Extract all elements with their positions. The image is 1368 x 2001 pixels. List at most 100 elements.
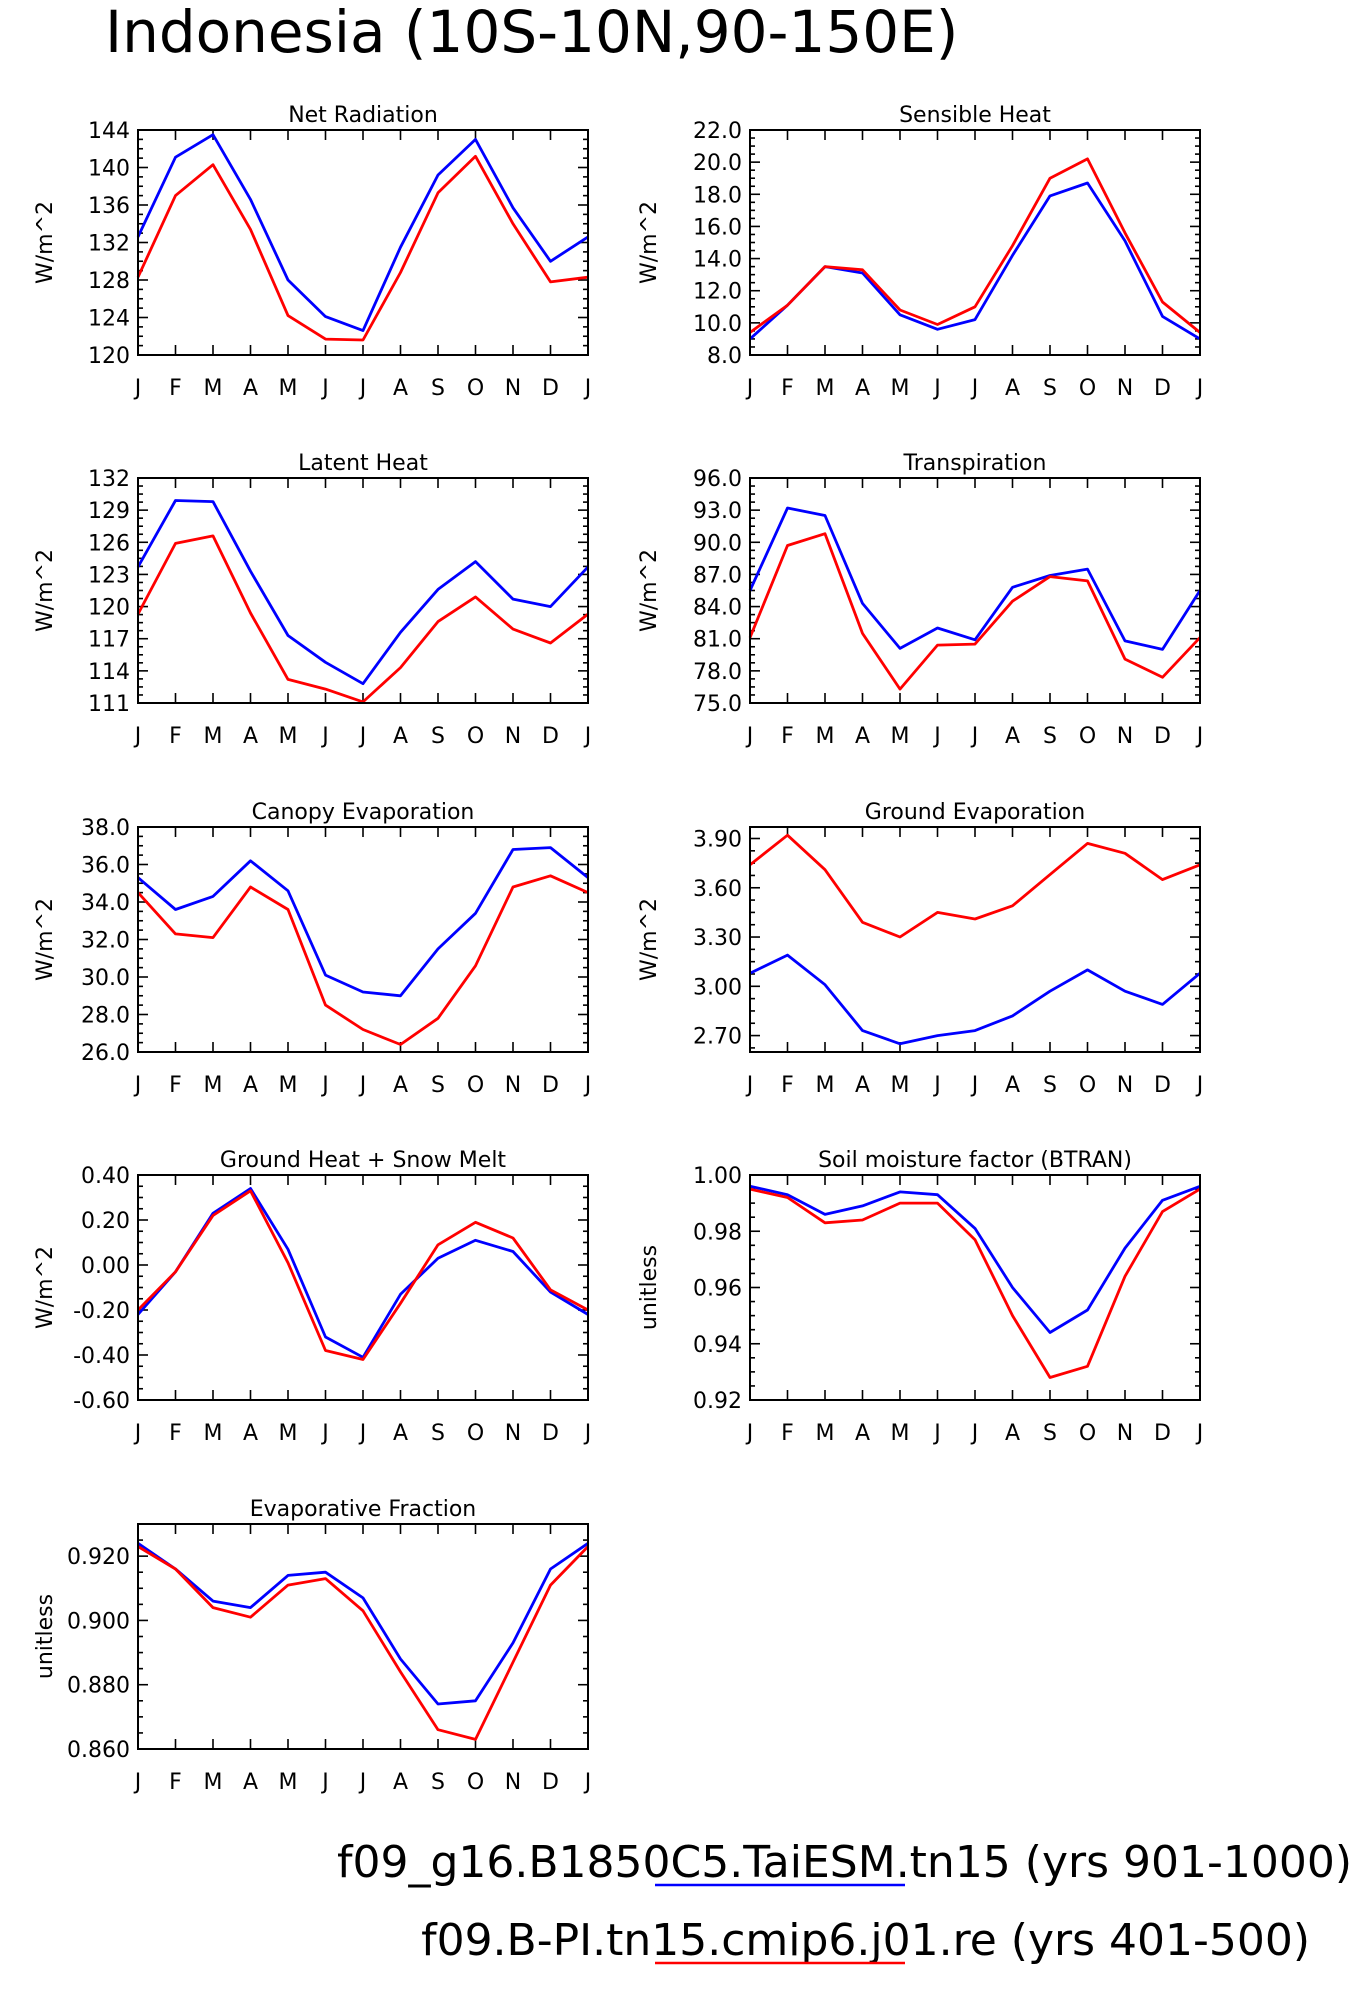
panel-2: Latent Heat W/m^2 111 114 117 120 123 126 129 132… — [33, 451, 591, 749]
x-tick-label: M — [816, 1421, 835, 1446]
y-tick-label: 3.60 — [693, 877, 742, 902]
x-tick-label: J — [133, 1073, 142, 1098]
x-tick-label: J — [1195, 1421, 1204, 1446]
y-tick-label: 136 — [88, 194, 130, 219]
y-tick-label: 28.0 — [81, 1004, 130, 1029]
y-tick-label: 144 — [88, 119, 130, 144]
x-tick-label: D — [542, 1770, 559, 1795]
y-tick-label: 81.0 — [693, 628, 742, 653]
y-axis-label: W/m^2 — [637, 549, 662, 632]
panel-title: Canopy Evaporation — [252, 800, 475, 825]
y-tick-label: 140 — [88, 157, 130, 182]
y-axis-label: unitless — [33, 1594, 58, 1679]
y-tick-label: 120 — [88, 596, 130, 621]
series-line-red — [749, 157, 1201, 334]
x-tick-label: D — [542, 1421, 559, 1446]
x-tick-label: D — [542, 1073, 559, 1098]
y-tick-label: 1.00 — [693, 1164, 742, 1189]
x-tick-label: J — [932, 1421, 941, 1446]
panel-title: Soil moisture factor (BTRAN) — [818, 1148, 1132, 1173]
x-tick-label: J — [358, 1073, 367, 1098]
x-tick-label: D — [1154, 724, 1171, 749]
x-tick-label: S — [1043, 1073, 1057, 1098]
y-tick-label: 20.0 — [693, 151, 742, 176]
y-tick-label: 18.0 — [693, 183, 742, 208]
x-tick-label: N — [1117, 1421, 1133, 1446]
x-tick-label: N — [1117, 724, 1133, 749]
x-tick-label: J — [133, 1421, 142, 1446]
x-tick-label: N — [1117, 376, 1133, 401]
x-tick-label: N — [505, 1421, 521, 1446]
y-tick-label: 34.0 — [81, 891, 130, 916]
main-title: Indonesia (10S-10N,90-150E) — [105, 0, 958, 66]
x-tick-label: M — [279, 724, 298, 749]
x-tick-label: A — [855, 724, 870, 749]
y-tick-label: 0.98 — [693, 1220, 742, 1245]
series-line-red — [137, 1545, 590, 1741]
y-axis-label: W/m^2 — [33, 201, 58, 284]
y-axis-label: W/m^2 — [33, 549, 58, 632]
plot-frame — [749, 129, 1201, 356]
y-tick-label: 0.94 — [693, 1333, 742, 1358]
x-tick-label: A — [393, 1421, 408, 1446]
y-tick-label: 3.30 — [693, 926, 742, 951]
x-tick-label: M — [279, 1073, 298, 1098]
x-tick-label: F — [781, 724, 794, 749]
x-tick-label: D — [542, 724, 559, 749]
x-tick-label: A — [393, 376, 408, 401]
x-tick-label: S — [431, 1770, 445, 1795]
x-tick-label: A — [855, 1421, 870, 1446]
x-tick-label: O — [467, 724, 484, 749]
panel-7: Soil moisture factor (BTRAN) unitless 0.92… — [637, 1148, 1203, 1446]
y-tick-label: 84.0 — [693, 596, 742, 621]
legend-text: f09.B-PI.tn15.cmip6.j01.re (yrs 401-500) — [421, 1915, 1310, 1966]
panel-3: Transpiration W/m^2 75.0 78.0 81.0 84.0 87.0 90… — [637, 451, 1203, 749]
y-tick-label: 111 — [88, 692, 130, 717]
x-tick-label: A — [243, 1421, 258, 1446]
x-tick-label: F — [169, 376, 182, 401]
plot-frame — [137, 1523, 589, 1750]
y-tick-label: 14.0 — [693, 248, 742, 273]
series-line-blue — [137, 846, 589, 998]
y-tick-label: 0.20 — [81, 1209, 130, 1234]
x-tick-label: A — [393, 1770, 408, 1795]
y-tick-label: 0.920 — [67, 1545, 130, 1570]
x-tick-label: J — [320, 1770, 329, 1795]
x-tick-label: A — [855, 1073, 870, 1098]
x-tick-label: J — [932, 376, 941, 401]
x-tick-label: A — [855, 376, 870, 401]
y-tick-label: 0.860 — [67, 1738, 130, 1763]
y-tick-label: 8.0 — [707, 344, 742, 369]
panel-title: Latent Heat — [298, 451, 428, 476]
plot-frame — [749, 826, 1201, 1053]
x-tick-label: J — [320, 1073, 329, 1098]
x-tick-label: J — [1195, 376, 1204, 401]
panel-5: Ground Evaporation W/m^2 2.70 3.00 3.30 3.60 3… — [637, 800, 1203, 1098]
panel-title: Evaporative Fraction — [250, 1497, 476, 1522]
y-tick-label: 123 — [88, 563, 130, 588]
x-tick-label: O — [467, 1073, 484, 1098]
y-tick-label: 2.70 — [693, 1025, 742, 1050]
x-tick-label: J — [358, 1770, 367, 1795]
panel-0: Net Radiation W/m^2 120 124 128 132 136 140 144 J… — [33, 103, 591, 401]
x-tick-label: O — [1079, 376, 1096, 401]
y-tick-label: 132 — [88, 467, 130, 492]
y-tick-label: 22.0 — [693, 119, 742, 144]
y-tick-label: -0.20 — [73, 1299, 130, 1324]
series-line-blue — [749, 953, 1201, 1046]
y-axis-label: W/m^2 — [637, 201, 662, 284]
panel-8: Evaporative Fraction unitless 0.860 0.880 0.… — [33, 1497, 591, 1795]
x-tick-label: S — [431, 1421, 445, 1446]
y-tick-label: 114 — [88, 660, 130, 685]
x-tick-label: A — [243, 1770, 258, 1795]
series-line-red — [749, 1187, 1201, 1379]
x-tick-label: N — [505, 376, 521, 401]
x-tick-label: S — [431, 1073, 445, 1098]
plot-frame — [137, 1174, 589, 1401]
x-tick-label: S — [1043, 1421, 1057, 1446]
x-tick-label: J — [133, 724, 142, 749]
x-tick-label: J — [358, 724, 367, 749]
series-line-blue — [136, 499, 590, 686]
series-line-red — [136, 874, 589, 1046]
y-tick-label: 0.900 — [67, 1609, 130, 1634]
